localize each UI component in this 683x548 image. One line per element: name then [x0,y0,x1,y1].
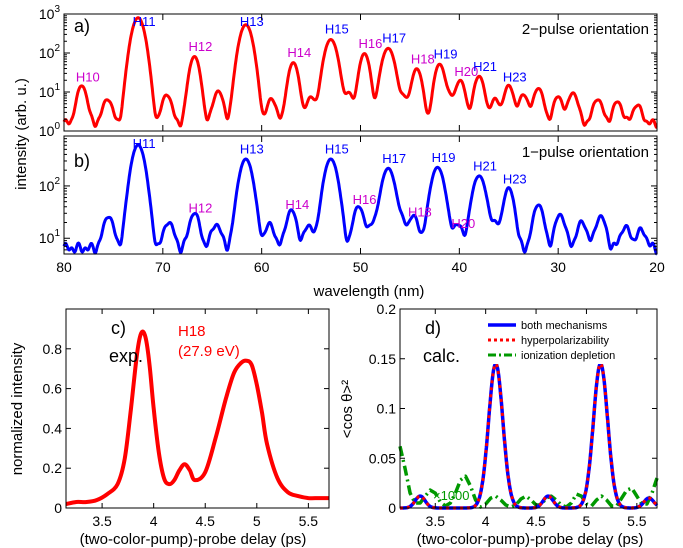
panel-d-xtick-label: 4.5 [526,513,546,529]
panel-b-xtick-label: 60 [254,259,270,275]
panel-b-peak-label-h19: H19 [432,150,456,165]
panel-c-ytick-label: 0.4 [43,420,63,436]
panel-c-ylabel: normalized intensity [9,342,26,475]
panel-a-letter: a) [74,16,90,36]
panel-d-ytick-label: 0.2 [377,301,397,317]
panel-a-peak-label-h16: H16 [359,36,383,51]
panel-d-legend-entry: ionization depletion [521,350,615,362]
panel-d-legend: both mechanisms hyperpolarizability ioniza… [484,316,654,364]
panel-a-peak-label-h10: H10 [76,70,100,85]
panel-b-xtick-label: 40 [452,259,468,275]
panel-b-series-line [62,143,658,256]
panel-c-letter: c) [111,318,126,338]
panel-b-peak-label-h16: H16 [353,192,377,207]
panel-b-label: 1−pulse orientation [522,144,649,161]
panel-b-ytick-label: 102 [39,176,61,194]
panel-b-xlabel: wavelength (nm) [313,283,425,300]
panel-b-xtick-label: 50 [353,259,369,275]
panel-a-peak-label-h21: H21 [473,59,497,74]
panel-d-annotation-scale: ×1000 [433,488,470,503]
panel-a-ytick-label: 103 [39,4,61,22]
panel-d-xtick-label: 4 [482,513,490,529]
panel-c-xtick-label: 3.5 [92,513,112,529]
panel-d-ytick-label: 0 [388,500,396,516]
panel-b-xtick-label: 70 [155,259,171,275]
panel-c-ytick-label: 0 [54,500,62,516]
panel-a-peak-label-h11: H11 [133,14,156,29]
panel-b-peak-label-h11: H11 [133,136,156,151]
panel-d-xtick-label: 5 [583,513,591,529]
panel-c-xtick-label: 5.5 [299,513,319,529]
panel-d-xlabel: (two-color-pump)-probe delay (ps) [417,531,644,548]
panel-a-peak-label-h18: H18 [411,51,435,66]
panel-c-ytick-label: 0.8 [43,341,63,357]
panel-c-xlabel: (two-color-pump)-probe delay (ps) [80,531,307,548]
panel-d-label: calc. [423,346,460,366]
panel-c-frame [65,308,330,509]
panel-b-ytick-label: 101 [39,228,61,246]
panel-b-xtick-label: 20 [649,259,665,275]
panel-a-ytick-label: 102 [39,43,61,61]
panel-c-plot: 3.5 4 4.5 5 5.5 0 0.2 0.4 0.6 0.8 normalized inten… [9,308,330,529]
panel-b-peak-label-h21: H21 [473,159,497,174]
panel-c-xtick-label: 4 [150,513,158,529]
panel-d-series-both-mechanisms [398,361,659,510]
panel-a-peak-label-h20: H20 [454,64,478,79]
panels-ab-ylabel: intensity (arb. u.) [13,78,30,190]
panel-a-ytick-label: 101 [39,82,61,100]
panel-c-ytick-label: 0.6 [43,381,63,397]
panel-a-peak-label-h23: H23 [503,70,527,85]
panel-c-annotation-energy: (27.9 eV) [178,343,240,360]
panel-b-peak-label-h18: H18 [408,204,432,219]
panel-d-xtick-label: 3.5 [426,513,446,529]
panel-b-peak-label-h17: H17 [382,151,406,166]
panel-a-peak-label-h14: H14 [287,45,311,60]
panel-d-ytick-label: 0.1 [377,401,397,417]
panel-a-peak-label-h13: H13 [240,14,264,29]
panel-b-peak-label-h15: H15 [325,141,349,156]
panel-d-series-ionization-depletion [398,445,659,509]
panel-b-peak-label-h14: H14 [285,197,309,212]
panel-a-peak-label-h12: H12 [189,39,213,54]
panel-a-label: 2−pulse orientation [522,21,649,38]
panel-b-peak-label-h23: H23 [503,172,527,187]
panel-c-label: exp. [109,346,143,366]
panel-d-legend-entry: both mechanisms [521,320,608,332]
panel-d-xtick-label: 5.5 [627,513,647,529]
panel-d-plot: 3.5 4 4.5 5 5.5 0 0.05 0.1 0.15 0.2 <cos θ>² both m… [339,301,659,529]
panel-b-peak-label-h12: H12 [189,200,213,215]
panel-b-peak-label-h20: H20 [451,216,475,231]
panel-d-letter: d) [425,318,441,338]
panel-c-xtick-label: 5 [253,513,261,529]
panel-b-letter: b) [74,151,90,171]
panel-d-ytick-label: 0.15 [369,351,396,367]
panel-c-series-line [65,329,329,506]
panel-a-peak-label-h17: H17 [382,31,406,46]
panel-b-xtick-label: 80 [56,259,72,275]
panel-b-xtick-label: 30 [550,259,566,275]
panel-d-ylabel: <cos θ>² [339,380,356,438]
panel-d-legend-entry: hyperpolarizability [521,335,610,347]
panel-c-annotation-harmonic: H18 [178,323,206,340]
panel-a-ytick-label: 100 [39,121,61,139]
panel-c-xtick-label: 4.5 [196,513,216,529]
panel-d-series-hyperpolarizability [399,362,659,510]
panel-c-ytick-label: 0.2 [43,460,63,476]
panel-d-ytick-label: 0.05 [369,450,396,466]
panel-a-peak-label-h15: H15 [325,22,349,37]
panel-a-series-line [62,16,658,129]
panel-b-plot: H11 H12 H13 H14 H15 H16 H17 H18 H19 H20 H21 H23 101 1… [39,135,665,275]
panel-b-peak-label-h13: H13 [240,141,264,156]
panel-a-peak-label-h19: H19 [434,47,458,62]
